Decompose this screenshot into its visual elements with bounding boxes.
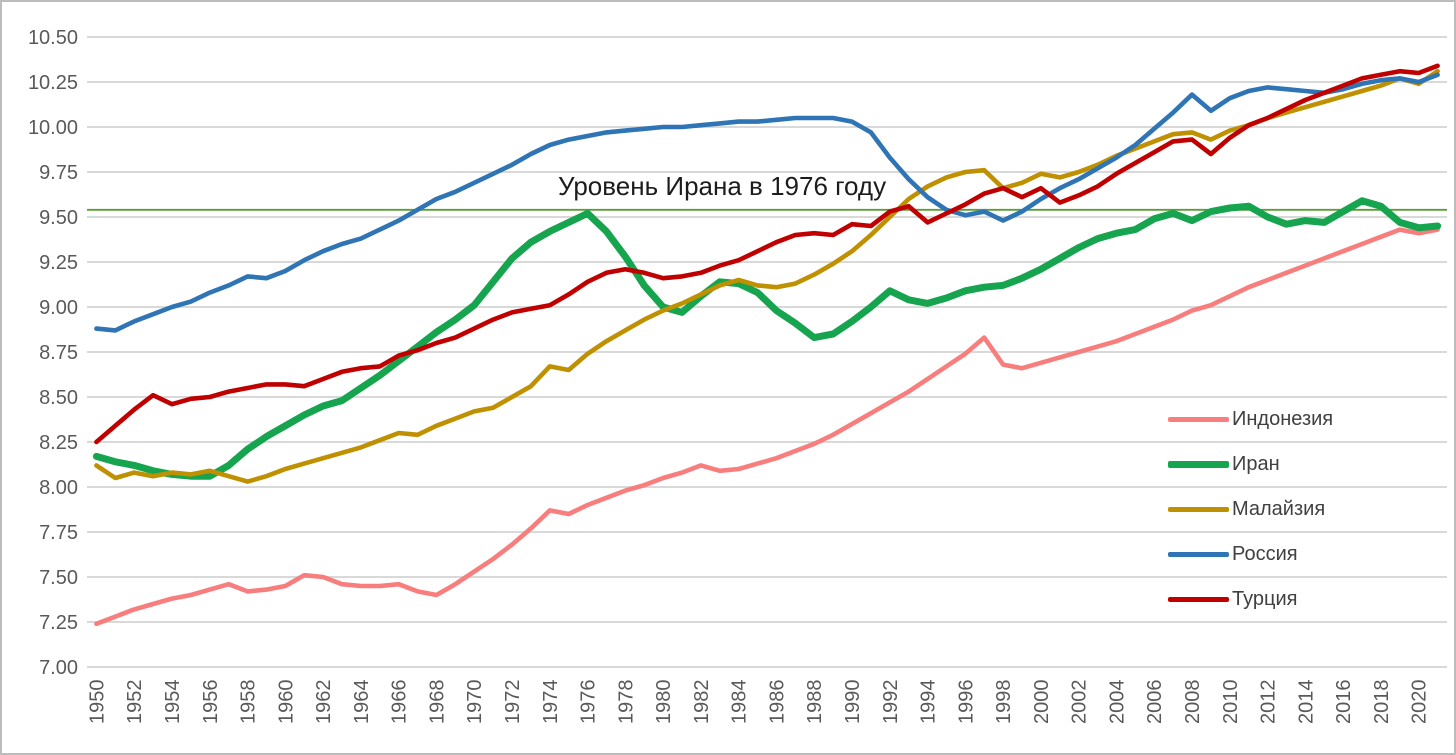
legend-label-turkey: Турция	[1232, 588, 1298, 610]
y-tick-label: 7.25	[39, 612, 78, 634]
x-tick-label: 1962	[313, 680, 335, 725]
legend-label-russia: Россия	[1232, 543, 1298, 565]
x-tick-label: 1972	[502, 680, 524, 725]
x-tick-label: 1978	[615, 680, 637, 725]
legend-swatch-russia	[1168, 552, 1229, 557]
x-tick-label: 1958	[238, 680, 260, 725]
legend-entry-russia: Россия	[1168, 532, 1333, 577]
x-tick-label: 2000	[1031, 680, 1053, 725]
legend-entry-malaysia: Малайзия	[1168, 487, 1333, 532]
x-tick-label: 1996	[955, 680, 977, 725]
x-tick-label: 1980	[653, 680, 675, 725]
y-tick-label: 8.50	[39, 387, 78, 409]
y-tick-label: 8.75	[39, 342, 78, 364]
x-tick-label: 1960	[275, 680, 297, 725]
x-tick-label: 1998	[993, 680, 1015, 725]
y-tick-label: 8.25	[39, 432, 78, 454]
legend: Индонезия Иран Малайзия Россия Турция	[1168, 397, 1333, 622]
x-tick-label: 1952	[124, 680, 146, 725]
x-tick-label: 2018	[1371, 680, 1393, 725]
legend-entry-indonesia: Индонезия	[1168, 397, 1333, 442]
x-tick-label: 2012	[1258, 680, 1280, 725]
y-axis-labels: 10.50 10.25 10.00 9.75 9.50 9.25 9.00 8.75 8.50 8…	[28, 27, 78, 679]
series-line-3	[94, 72, 1440, 333]
y-tick-label: 7.75	[39, 522, 78, 544]
series-line-2	[94, 68, 1440, 484]
x-tick-label: 1964	[351, 680, 373, 725]
x-tick-label: 1984	[729, 680, 751, 725]
x-tick-label: 1966	[389, 680, 411, 725]
y-tick-label: 8.00	[39, 477, 78, 499]
series-line-0	[94, 227, 1440, 627]
x-tick-label: 2004	[1106, 680, 1128, 725]
x-tick-label: 2016	[1333, 680, 1355, 725]
annotation-iran-1976-label: Уровень Ирана в 1976 году	[558, 171, 887, 201]
x-tick-label: 1950	[86, 680, 108, 725]
x-tick-label: 1970	[464, 680, 486, 725]
y-tick-label: 10.25	[28, 72, 78, 94]
x-tick-label: 1976	[578, 680, 600, 725]
x-tick-label: 2014	[1295, 680, 1317, 725]
legend-swatch-indonesia	[1168, 417, 1229, 422]
x-tick-label: 1974	[540, 680, 562, 725]
x-tick-label: 1994	[918, 680, 940, 725]
x-tick-label: 2020	[1409, 680, 1431, 725]
x-tick-label: 1968	[426, 680, 448, 725]
x-tick-label: 1988	[804, 680, 826, 725]
x-tick-label: 1986	[766, 680, 788, 725]
series-line-1	[92, 197, 1442, 480]
x-tick-label: 2008	[1182, 680, 1204, 725]
legend-label-indonesia: Индонезия	[1232, 408, 1334, 430]
x-tick-label: 1982	[691, 680, 713, 725]
x-tick-label: 1954	[162, 680, 184, 725]
y-tick-label: 9.75	[39, 162, 78, 184]
legend-swatch-malaysia	[1168, 507, 1229, 512]
legend-swatch-turkey	[1168, 597, 1229, 602]
legend-entry-iran: Иран	[1168, 442, 1333, 487]
legend-label-iran: Иран	[1232, 453, 1280, 475]
x-tick-label: 1990	[842, 680, 864, 725]
y-tick-label: 10.50	[28, 27, 78, 49]
x-tick-label: 1956	[200, 680, 222, 725]
x-axis-labels: 1950 1952 1954 1956 1958 1960 1962 1964 1966 1968…	[86, 680, 1430, 725]
x-tick-label: 2002	[1069, 680, 1091, 725]
legend-swatch-iran	[1168, 461, 1229, 468]
series-lines	[92, 63, 1442, 627]
y-tick-label: 7.00	[39, 657, 78, 679]
y-tick-label: 10.00	[28, 117, 78, 139]
x-tick-label: 2006	[1144, 680, 1166, 725]
legend-entry-turkey: Турция	[1168, 577, 1333, 622]
x-tick-label: 2010	[1220, 680, 1242, 725]
series-line-4	[94, 63, 1440, 445]
y-tick-label: 9.25	[39, 252, 78, 274]
y-tick-label: 9.00	[39, 297, 78, 319]
y-tick-label: 9.50	[39, 207, 78, 229]
x-tick-label: 1992	[880, 680, 902, 725]
y-tick-label: 7.50	[39, 567, 78, 589]
gridlines	[87, 36, 1447, 668]
legend-label-malaysia: Малайзия	[1232, 498, 1326, 520]
